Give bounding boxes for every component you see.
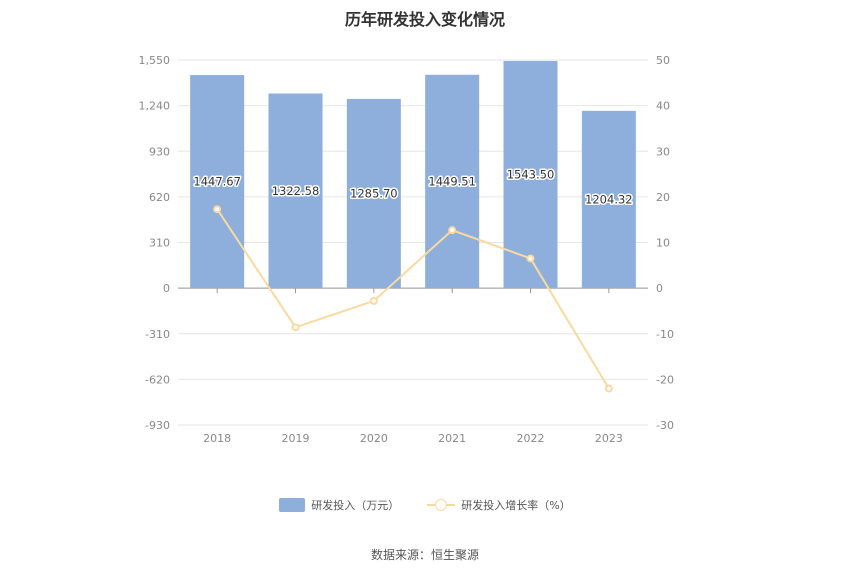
y-left-tick-label: 1,240 [139, 100, 171, 113]
y-right-tick-label: -30 [656, 419, 674, 432]
y-left-tick-label: 0 [163, 282, 170, 295]
y-left-tick-label: -310 [145, 328, 170, 341]
y-right-tick-label: 50 [656, 54, 670, 67]
y-left-tick-label: 620 [149, 191, 170, 204]
bar [581, 110, 636, 289]
legend-line-swatch [427, 498, 456, 512]
growth-rate-line [216, 208, 610, 390]
growth-rate-point [526, 254, 535, 263]
y-left-tick-label: 310 [149, 237, 170, 250]
bar-data-label: 1204.32 [585, 193, 633, 207]
growth-rate-point [448, 226, 457, 235]
y-right-tick-label: 0 [656, 282, 663, 295]
bar [268, 93, 323, 289]
x-tick-label: 2020 [360, 432, 388, 445]
bar [503, 60, 558, 289]
y-right-tick-label: 20 [656, 191, 670, 204]
bar-data-label: 1447.67 [193, 175, 241, 189]
bar-data-label: 1322.58 [272, 184, 320, 198]
x-tick-label: 2023 [595, 432, 623, 445]
bar [425, 74, 480, 289]
bar-data-label: 1543.50 [507, 168, 555, 182]
bar [346, 98, 401, 289]
growth-rate-point [213, 205, 222, 214]
legend-item-line[interactable]: 研发投入增长率（%） [427, 497, 571, 513]
y-left-tick-label: 1,550 [139, 54, 171, 67]
y-right-tick-label: 10 [656, 237, 670, 250]
legend-line-label: 研发投入增长率（%） [461, 499, 571, 512]
legend-bar-swatch [279, 498, 306, 512]
x-tick-label: 2018 [203, 432, 231, 445]
y-right-tick-label: 40 [656, 100, 670, 113]
growth-rate-point [291, 323, 300, 332]
legend-item-bar[interactable]: 研发投入（万元） [279, 497, 399, 513]
data-source: 数据来源：恒生聚源 [370, 548, 479, 562]
bar-data-label: 1449.51 [428, 174, 476, 188]
y-left-tick-label: -930 [145, 419, 170, 432]
growth-rate-point [604, 384, 613, 393]
growth-rate-point [369, 296, 378, 305]
y-right-tick-label: 30 [656, 145, 670, 158]
y-right-tick-label: -20 [656, 373, 674, 386]
y-left-tick-label: -620 [145, 373, 170, 386]
chart-title: 历年研发投入变化情况 [344, 10, 505, 29]
bar [190, 75, 245, 289]
legend-bar-label: 研发投入（万元） [311, 499, 400, 512]
y-left-tick-label: 930 [149, 145, 170, 158]
x-tick-label: 2022 [517, 432, 545, 445]
x-tick-label: 2019 [282, 432, 310, 445]
chart-canvas: -930 -620 -310 0 310 620 930 1,240 1,550 -30 -20 -1… [139, 54, 674, 445]
bar-data-label: 1285.70 [350, 187, 398, 201]
x-tick-label: 2021 [438, 432, 466, 445]
legend: 研发投入（万元） 研发投入增长率（%） [0, 497, 850, 513]
y-right-tick-label: -10 [656, 328, 674, 341]
